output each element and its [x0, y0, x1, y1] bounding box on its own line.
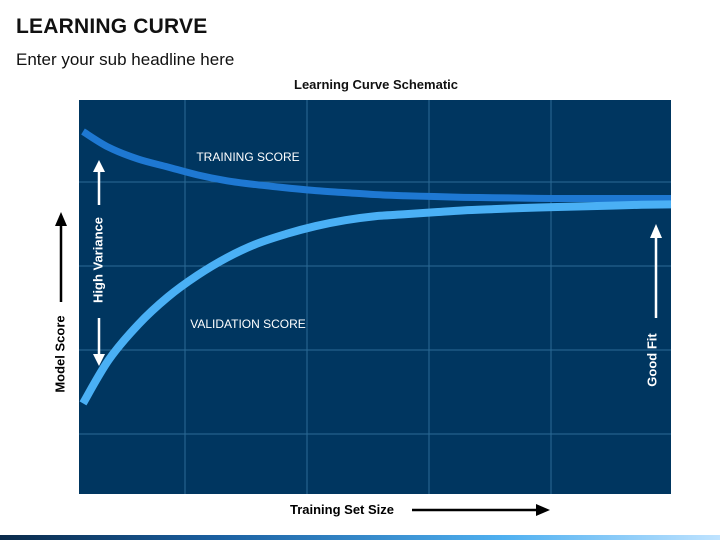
- series-label-training: TRAINING SCORE: [196, 150, 299, 164]
- validation-score-line: [79, 200, 672, 406]
- page-title: LEARNING CURVE: [16, 15, 208, 38]
- good-fit-annotation: Good Fit: [644, 224, 662, 387]
- y-axis-arrow-head: [55, 212, 67, 226]
- grid-layer: [79, 100, 671, 494]
- series-layer: [79, 128, 672, 406]
- good-fit-label: Good Fit: [644, 333, 659, 387]
- good-fit-arrow-head: [650, 224, 662, 238]
- x-axis-title-group: Training Set Size: [290, 502, 550, 517]
- x-axis-title: Training Set Size: [290, 502, 394, 517]
- high-variance-annotation: High Variance: [90, 160, 105, 366]
- y-axis-title: Model Score: [52, 315, 67, 392]
- high-variance-label: High Variance: [90, 217, 105, 303]
- high-variance-arrow-up-head: [93, 160, 105, 172]
- x-axis-arrow-head: [536, 504, 550, 516]
- y-axis-title-group: Model Score: [52, 212, 67, 393]
- training-score-line: [81, 128, 671, 203]
- series-label-validation: VALIDATION SCORE: [190, 317, 306, 331]
- footer-accent-bar: [0, 535, 720, 540]
- plot-area: [79, 100, 671, 494]
- page-subtitle: Enter your sub headline here: [16, 50, 235, 69]
- chart-title: Learning Curve Schematic: [294, 77, 458, 92]
- high-variance-arrow-down-head: [93, 354, 105, 366]
